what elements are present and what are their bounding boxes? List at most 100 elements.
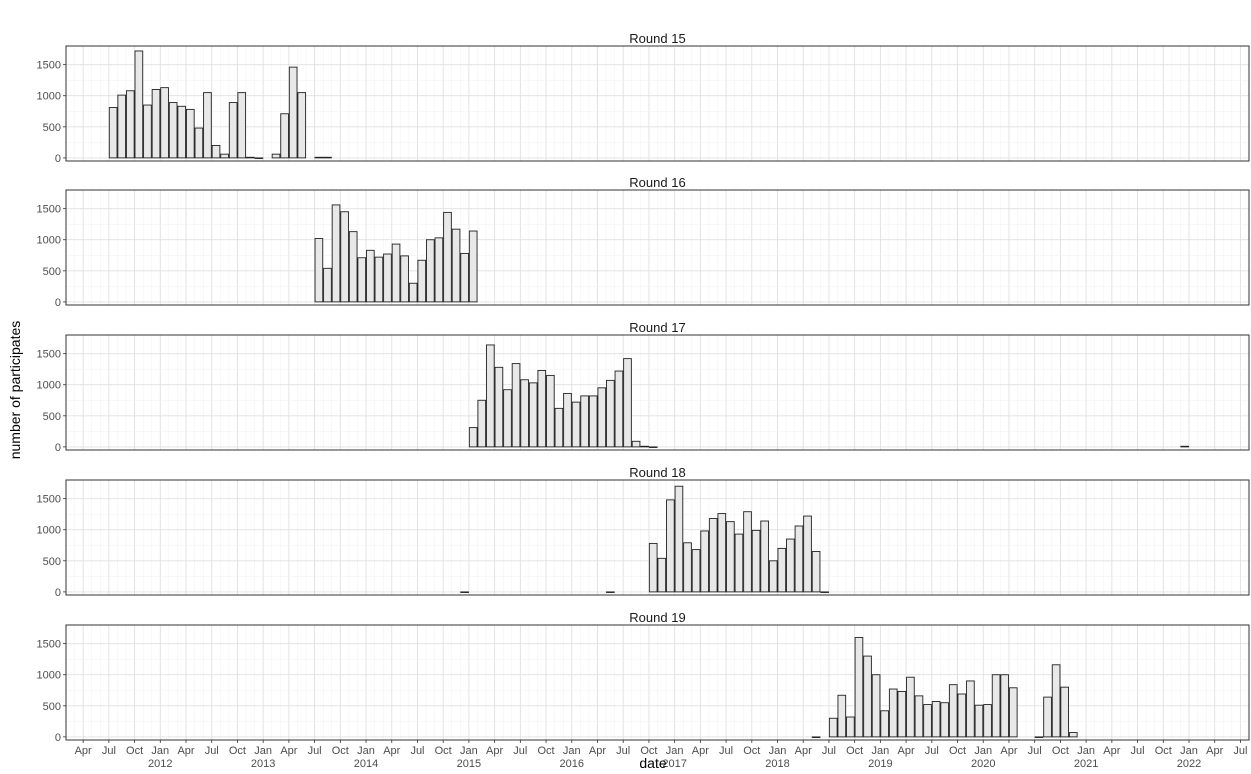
bar bbox=[1043, 696, 1052, 738]
y-tick-label: 500 bbox=[43, 701, 61, 713]
x-tick-label: Jan bbox=[357, 745, 375, 757]
x-tick-label: Apr bbox=[1103, 745, 1120, 757]
bar bbox=[623, 358, 632, 448]
x-tick-label: Oct bbox=[1155, 745, 1172, 757]
bar bbox=[648, 446, 658, 448]
panel-border bbox=[65, 45, 1250, 162]
y-tick-label: 500 bbox=[43, 411, 61, 423]
bar bbox=[708, 518, 718, 593]
bar bbox=[1051, 664, 1061, 738]
bar bbox=[691, 549, 701, 593]
x-tick-label: Jan bbox=[254, 745, 272, 757]
x-year-label: 2016 bbox=[560, 758, 584, 770]
x-year-label: 2015 bbox=[457, 758, 481, 770]
x-tick-label: Jul bbox=[1028, 745, 1042, 757]
y-tick-label: 0 bbox=[55, 153, 61, 165]
bar bbox=[323, 156, 332, 159]
bar bbox=[357, 257, 367, 303]
x-tick-label: Jan bbox=[974, 745, 992, 757]
bar bbox=[571, 401, 581, 448]
bar bbox=[228, 102, 238, 159]
bar bbox=[400, 255, 409, 303]
bar bbox=[125, 90, 135, 159]
panel: Round 15 0 500 1000 1500 bbox=[37, 31, 1250, 165]
y-tick-label: 0 bbox=[55, 732, 61, 744]
x-year-label: 2022 bbox=[1177, 758, 1201, 770]
y-tick-label: 500 bbox=[43, 266, 61, 278]
bar bbox=[314, 156, 324, 159]
panel-border bbox=[65, 189, 1250, 306]
bar bbox=[811, 736, 821, 738]
panel-border bbox=[65, 479, 1250, 596]
bar bbox=[185, 108, 195, 159]
bar bbox=[957, 693, 967, 738]
panel-title: Round 17 bbox=[629, 320, 685, 335]
bar bbox=[108, 107, 118, 159]
bar bbox=[588, 395, 598, 448]
x-tick-label: Apr bbox=[383, 745, 400, 757]
bar bbox=[1034, 736, 1044, 738]
bar bbox=[931, 701, 941, 738]
bar bbox=[846, 716, 855, 738]
y-tick-label: 1500 bbox=[37, 204, 61, 216]
bar bbox=[751, 529, 761, 593]
bar bbox=[194, 127, 204, 159]
x-tick-label: Apr bbox=[75, 745, 92, 757]
bar bbox=[786, 538, 795, 593]
bar bbox=[606, 379, 615, 448]
x-year-label: 2014 bbox=[354, 758, 378, 770]
bar bbox=[991, 674, 1001, 738]
bar bbox=[511, 363, 521, 448]
chart-panels: Round 15 0 500 1000 1500 Round 16 0 500 1000 1500… bbox=[37, 31, 1250, 744]
x-tick-label: Oct bbox=[126, 745, 143, 757]
x-tick-label: Apr bbox=[1000, 745, 1017, 757]
y-tick-label: 0 bbox=[55, 297, 61, 309]
bar bbox=[974, 704, 984, 738]
bar bbox=[528, 382, 538, 448]
bar bbox=[794, 525, 804, 593]
x-tick-label: Oct bbox=[640, 745, 657, 757]
bar bbox=[743, 511, 752, 593]
bar bbox=[477, 399, 487, 448]
bar bbox=[1000, 674, 1009, 738]
bar bbox=[666, 499, 675, 593]
x-tick-label: Jan bbox=[769, 745, 787, 757]
bar bbox=[777, 547, 787, 593]
x-tick-label: Jul bbox=[822, 745, 836, 757]
bar bbox=[237, 92, 247, 159]
x-tick-label: Jul bbox=[308, 745, 322, 757]
bar bbox=[494, 366, 504, 448]
bar bbox=[331, 204, 341, 303]
x-tick-label: Jul bbox=[616, 745, 630, 757]
x-year-label: 2020 bbox=[971, 758, 995, 770]
x-tick-label: Apr bbox=[280, 745, 297, 757]
bar bbox=[460, 591, 469, 593]
x-tick-label: Jan bbox=[666, 745, 684, 757]
x-year-label: 2013 bbox=[251, 758, 275, 770]
bar bbox=[614, 370, 624, 448]
y-axis-title: number of participates bbox=[7, 321, 23, 460]
x-tick-label: Apr bbox=[692, 745, 709, 757]
x-tick-label: Jan bbox=[563, 745, 581, 757]
bar bbox=[520, 379, 529, 448]
bar bbox=[503, 389, 512, 448]
x-tick-label: Apr bbox=[177, 745, 194, 757]
bar bbox=[426, 239, 435, 303]
bar bbox=[580, 395, 589, 448]
bar bbox=[203, 92, 212, 159]
bar bbox=[640, 445, 649, 448]
bar bbox=[314, 238, 324, 303]
bar bbox=[888, 688, 898, 738]
panel-border bbox=[65, 334, 1250, 451]
bar bbox=[554, 407, 564, 448]
bar bbox=[443, 211, 452, 303]
bar bbox=[408, 282, 418, 303]
bar bbox=[811, 551, 821, 593]
bar bbox=[631, 440, 641, 448]
y-tick-label: 0 bbox=[55, 442, 61, 454]
x-tick-label: Jan bbox=[1180, 745, 1198, 757]
bar bbox=[348, 231, 358, 303]
x-axis-title: date bbox=[639, 755, 666, 771]
bar bbox=[820, 591, 829, 593]
bar bbox=[1180, 445, 1190, 448]
